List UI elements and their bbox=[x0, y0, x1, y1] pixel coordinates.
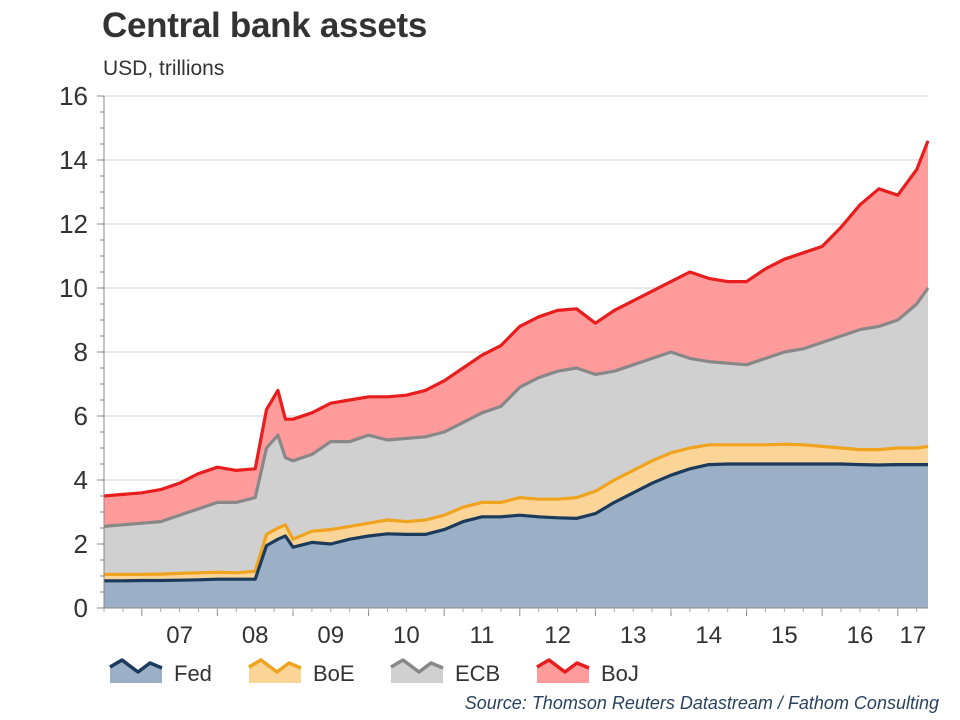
legend-label-boe: BoE bbox=[313, 661, 355, 686]
y-tick-label: 14 bbox=[59, 145, 88, 175]
legend-line-ecb bbox=[390, 658, 444, 674]
chart-title: Central bank assets bbox=[102, 6, 428, 45]
legend-line-boj bbox=[536, 658, 590, 674]
legend-item-boe: BoE bbox=[248, 658, 355, 686]
legend-line-boe bbox=[248, 658, 302, 674]
y-tick-label: 2 bbox=[74, 529, 88, 559]
x-tick-label: 08 bbox=[242, 622, 269, 649]
x-tick-label: 13 bbox=[620, 622, 647, 649]
fed-area bbox=[104, 464, 928, 608]
x-tick-label: 11 bbox=[470, 622, 495, 649]
boe-line bbox=[104, 442, 929, 577]
y-tick-label: 12 bbox=[59, 209, 88, 239]
legend-item-fed: Fed bbox=[109, 658, 212, 686]
y-tick-label: 6 bbox=[74, 401, 88, 431]
legend-line-fed bbox=[109, 658, 163, 674]
legend-label-boj: BoJ bbox=[601, 661, 639, 686]
legend-item-ecb: ECB bbox=[390, 658, 500, 686]
x-tick-label: 16 bbox=[847, 622, 874, 649]
x-tick-label: 14 bbox=[695, 622, 722, 649]
y-tick-label: 4 bbox=[74, 465, 88, 495]
ecb-line bbox=[103, 287, 930, 528]
x-tick-label: 12 bbox=[544, 622, 571, 649]
legend-item-boj: BoJ bbox=[536, 658, 639, 686]
boj-line bbox=[103, 140, 930, 498]
x-tick-label: 09 bbox=[317, 622, 344, 649]
fed-line bbox=[104, 462, 928, 583]
chart-source: Source: Thomson Reuters Datastream / Fat… bbox=[464, 693, 939, 713]
x-tick-label: 10 bbox=[393, 622, 420, 649]
y-tick-label: 16 bbox=[59, 81, 88, 111]
y-tick-label: 10 bbox=[59, 273, 88, 303]
x-tick-label: 15 bbox=[771, 622, 798, 649]
chart-subtitle: USD, trillions bbox=[103, 57, 225, 80]
y-tick-label: 8 bbox=[74, 337, 88, 367]
axes: 0 2 4 6 8 10 12 14 16 07 08 09 10 11 12 13 14 15 16 17 bbox=[59, 81, 928, 649]
x-tick-label: 17 bbox=[900, 622, 927, 649]
x-tick-label: 07 bbox=[166, 622, 193, 649]
legend-label-fed: Fed bbox=[174, 661, 212, 686]
legend: Fed BoE ECB BoJ bbox=[109, 658, 639, 686]
legend-label-ecb: ECB bbox=[455, 661, 500, 686]
stacked-areas bbox=[103, 140, 930, 609]
y-tick-label: 0 bbox=[74, 593, 88, 623]
